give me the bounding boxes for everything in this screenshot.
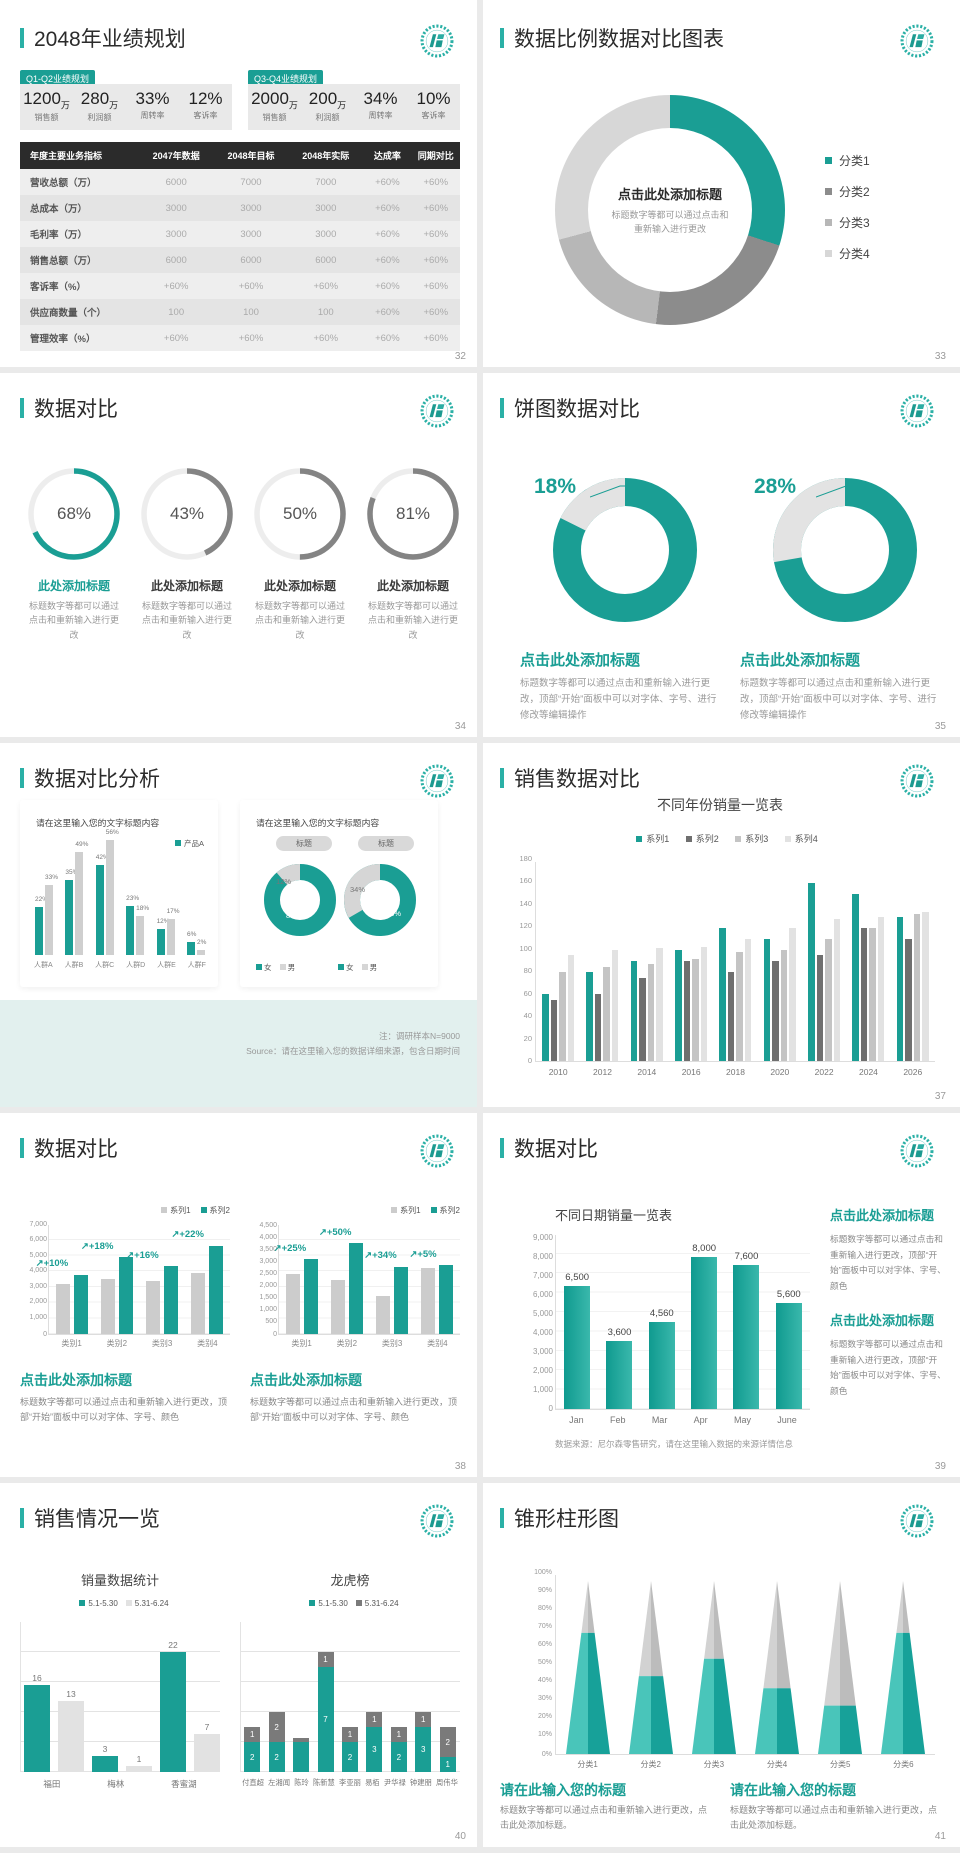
svg-text:12%: 12% — [276, 877, 291, 886]
svg-text:66%: 66% — [386, 909, 401, 918]
svg-text:34%: 34% — [350, 885, 365, 894]
svg-text:88%: 88% — [286, 911, 301, 920]
